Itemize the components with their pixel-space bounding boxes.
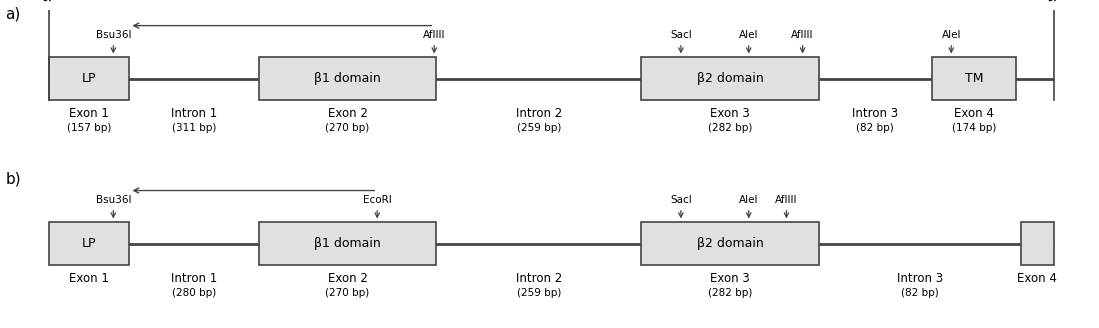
Bar [932,57,1015,100]
Text: EcoRI: EcoRI [363,195,391,205]
Text: (282 bp): (282 bp) [708,123,752,133]
Text: Bsu36I: Bsu36I [96,195,131,205]
Text: LP: LP [81,72,97,85]
Text: SacI: SacI [670,30,691,40]
Text: AflIII: AflIII [423,30,445,40]
Text: AflIII: AflIII [775,195,798,205]
Text: (311 bp): (311 bp) [171,123,217,133]
Text: Exon 3: Exon 3 [710,107,750,120]
Bar [258,222,436,265]
Text: START: START [44,0,54,1]
Bar [1021,222,1054,265]
Text: Exon 2: Exon 2 [328,272,367,285]
Text: Exon 1: Exon 1 [69,272,109,285]
Text: (259 bp): (259 bp) [517,288,560,298]
Text: Intron 2: Intron 2 [515,272,562,285]
Text: TM: TM [965,72,984,85]
Text: Exon 3: Exon 3 [710,272,750,285]
Text: Exon 2: Exon 2 [328,107,367,120]
Text: Intron 1: Intron 1 [171,272,218,285]
Text: (82 bp): (82 bp) [856,123,895,133]
Text: Intron 1: Intron 1 [171,107,218,120]
Text: AleI: AleI [739,195,758,205]
Text: β1 domain: β1 domain [314,237,381,250]
Text: AleI: AleI [942,30,961,40]
Text: (270 bp): (270 bp) [325,288,369,298]
Text: β2 domain: β2 domain [697,72,764,85]
Text: (82 bp): (82 bp) [901,288,939,298]
Text: AleI: AleI [739,30,758,40]
Text: Bsu36I: Bsu36I [96,30,131,40]
Text: Exon 4: Exon 4 [1018,272,1057,285]
Bar [258,57,436,100]
Bar [48,222,130,265]
Text: (174 bp): (174 bp) [952,123,996,133]
Text: SacI: SacI [670,195,691,205]
Bar [641,57,819,100]
Text: AflIII: AflIII [791,30,814,40]
Text: (282 bp): (282 bp) [708,288,752,298]
Text: (157 bp): (157 bp) [67,123,111,133]
Bar [641,222,819,265]
Text: Exon 1: Exon 1 [69,107,109,120]
Text: a): a) [5,7,21,22]
Text: β1 domain: β1 domain [314,72,381,85]
Text: (280 bp): (280 bp) [171,288,217,298]
Text: Intron 3: Intron 3 [897,272,943,285]
Text: Intron 2: Intron 2 [515,107,562,120]
Text: LP: LP [81,237,97,250]
Text: Exon 4: Exon 4 [954,107,993,120]
Text: (259 bp): (259 bp) [517,123,560,133]
Text: Intron 3: Intron 3 [852,107,898,120]
Text: β2 domain: β2 domain [697,237,764,250]
Bar [48,57,130,100]
Text: b): b) [5,172,21,187]
Text: STOP: STOP [1048,0,1058,1]
Text: (270 bp): (270 bp) [325,123,369,133]
